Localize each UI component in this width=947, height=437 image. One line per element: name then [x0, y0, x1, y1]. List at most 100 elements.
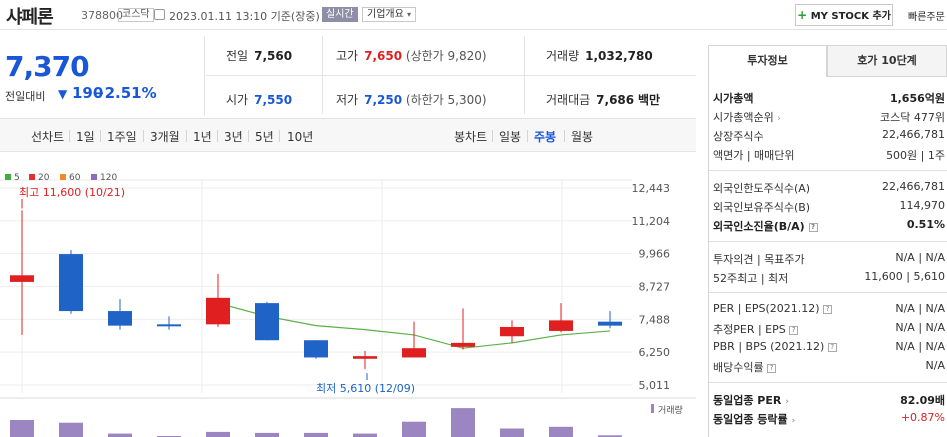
candle-monthly[interactable]: 월봉	[571, 130, 594, 144]
foreign-hold-value: 114,970	[899, 199, 946, 212]
pbr-value: N/A | N/A	[895, 340, 945, 353]
change-label: 전일대비	[5, 90, 46, 103]
help-icon[interactable]: ?	[767, 363, 777, 373]
candle-body	[451, 342, 475, 347]
week52-label: 52주최고 | 최저	[713, 272, 789, 285]
cap-rank-label: 시가총액순위	[713, 111, 774, 124]
info-tabs: 투자정보 호가 10단계	[708, 45, 947, 77]
candle-body	[598, 321, 622, 326]
tab-invest-info[interactable]: 투자정보	[708, 45, 827, 77]
volume-bar	[549, 426, 573, 437]
info-arrow-icon[interactable]: ›	[777, 114, 781, 124]
volume-bar	[500, 428, 524, 437]
foreign-limit-value: 22,466,781	[882, 180, 945, 193]
foreign-hold-label: 외국인보유주식수(B)	[713, 201, 811, 214]
high-price: 고가 7,650 (상한가 9,820)	[336, 47, 487, 64]
industry-chg-value: +0.87%	[900, 411, 945, 424]
industry-chg-label: 동일업종 등락률	[713, 413, 788, 426]
volume-bar	[402, 421, 426, 437]
volume-bar	[10, 420, 34, 437]
calendar-icon	[154, 9, 165, 20]
legend-label: 60	[69, 173, 81, 183]
legend-swatch	[5, 174, 11, 180]
separator	[143, 130, 144, 142]
est-per-value: N/A | N/A	[895, 321, 945, 334]
volume-bar	[353, 433, 377, 437]
candle-body	[59, 254, 83, 312]
period-3m[interactable]: 3개월	[150, 130, 180, 144]
change-percent: −2.51%	[92, 84, 157, 102]
stock-code: 378800	[81, 9, 123, 22]
mystock-label: MY STOCK 추가	[810, 11, 891, 22]
company-overview-label: 기업개요	[367, 9, 404, 20]
section-divider	[709, 382, 947, 383]
help-icon[interactable]: ?	[827, 342, 837, 352]
chart-period-bar: 선차트 1일 1주일 3개월 1년 3년 5년 10년 봉차트 일봉 주봉 월봉	[0, 118, 696, 152]
candle-body	[304, 340, 328, 358]
candlestick-chart[interactable]: 12,443 11,204 9,966 8,727 7,488 6,250 5,011 5 20…	[0, 166, 696, 437]
company-overview-dropdown[interactable]: 기업개요 ▾	[362, 7, 417, 22]
separator	[492, 130, 493, 142]
divider	[206, 75, 696, 76]
chevron-down-icon: ▾	[407, 10, 412, 19]
candle-daily[interactable]: 일봉	[499, 130, 522, 144]
separator	[100, 130, 101, 142]
period-10y[interactable]: 10년	[287, 130, 314, 144]
help-icon[interactable]: ?	[808, 222, 818, 232]
section-divider	[709, 170, 947, 171]
invest-info-panel: 시가총액 1,656억원 시가총액순위 › 코스닥 477위 상장주식수 22,466…	[708, 76, 947, 437]
help-icon[interactable]: ?	[823, 304, 833, 314]
per-value: N/A | N/A	[895, 302, 945, 315]
upper-limit: (상한가 9,820)	[405, 49, 487, 63]
pbr-label: PBR | BPS (2021.12)	[713, 340, 825, 353]
candle-weekly[interactable]: 주봉	[534, 130, 557, 144]
shares-label: 상장주식수	[713, 130, 764, 143]
dividend-value: N/A	[925, 359, 945, 372]
candle-body	[255, 303, 279, 341]
quick-order-link[interactable]: 빠른주문	[908, 12, 945, 23]
volume-label: 거래량	[658, 404, 683, 416]
y-tick-label: 9,966	[639, 248, 671, 261]
tab-quote-10[interactable]: 호가 10단계	[827, 45, 947, 77]
high-annotation: 최고 11,600 (10/21)	[19, 186, 125, 199]
separator	[564, 130, 565, 142]
period-1w[interactable]: 1주일	[107, 130, 137, 144]
open-price: 시가 7,550	[226, 91, 292, 108]
separator	[527, 130, 528, 142]
foreign-ratio-value: 0.51%	[906, 218, 945, 231]
candle-body	[108, 311, 132, 326]
foreign-limit-label: 외국인한도주식수(A)	[713, 182, 811, 195]
info-arrow-icon[interactable]: ›	[791, 416, 796, 426]
low-label: 저가	[336, 93, 359, 107]
candle-body	[353, 356, 377, 359]
info-arrow-icon[interactable]: ›	[785, 397, 789, 407]
candle-body	[500, 326, 524, 337]
chart-svg: 12,443 11,204 9,966 8,727 7,488 6,250 5,011 5 20…	[0, 173, 696, 437]
stock-name: 샤페론	[6, 7, 54, 28]
realtime-button[interactable]: 실시간	[322, 7, 358, 22]
week52-value: 11,600 | 5,610	[864, 270, 945, 283]
y-tick-label: 7,488	[639, 313, 671, 326]
prev-close-label: 전일	[226, 49, 249, 63]
market-badge: 코스닥	[118, 8, 154, 22]
amount-label: 거래대금	[546, 93, 591, 107]
period-1y[interactable]: 1년	[193, 130, 212, 144]
quote-date: 2023.01.11 13:10 기준(장중)	[169, 8, 320, 24]
stock-header: 샤페론 378800 코스닥 2023.01.11 13:10 기준(장중) 실…	[0, 0, 947, 30]
add-mystock-button[interactable]: + MY STOCK 추가	[795, 4, 893, 26]
legend-swatch	[29, 174, 35, 180]
help-icon[interactable]: ?	[789, 325, 799, 335]
volume-bar	[108, 433, 132, 437]
volume-bar	[451, 408, 475, 437]
candle-body	[549, 320, 573, 331]
industry-per-value: 82.09배	[900, 394, 945, 407]
volume: 거래량 1,032,780	[546, 47, 653, 64]
period-5y[interactable]: 5년	[255, 130, 274, 144]
separator	[279, 130, 280, 142]
current-price: 7,370	[5, 50, 90, 83]
basis-label: 기준(장중)	[270, 10, 320, 23]
volume-bar	[59, 422, 83, 437]
period-3y[interactable]: 3년	[224, 130, 243, 144]
period-1d[interactable]: 1일	[76, 130, 95, 144]
volume-value: 1,032,780	[585, 49, 653, 63]
